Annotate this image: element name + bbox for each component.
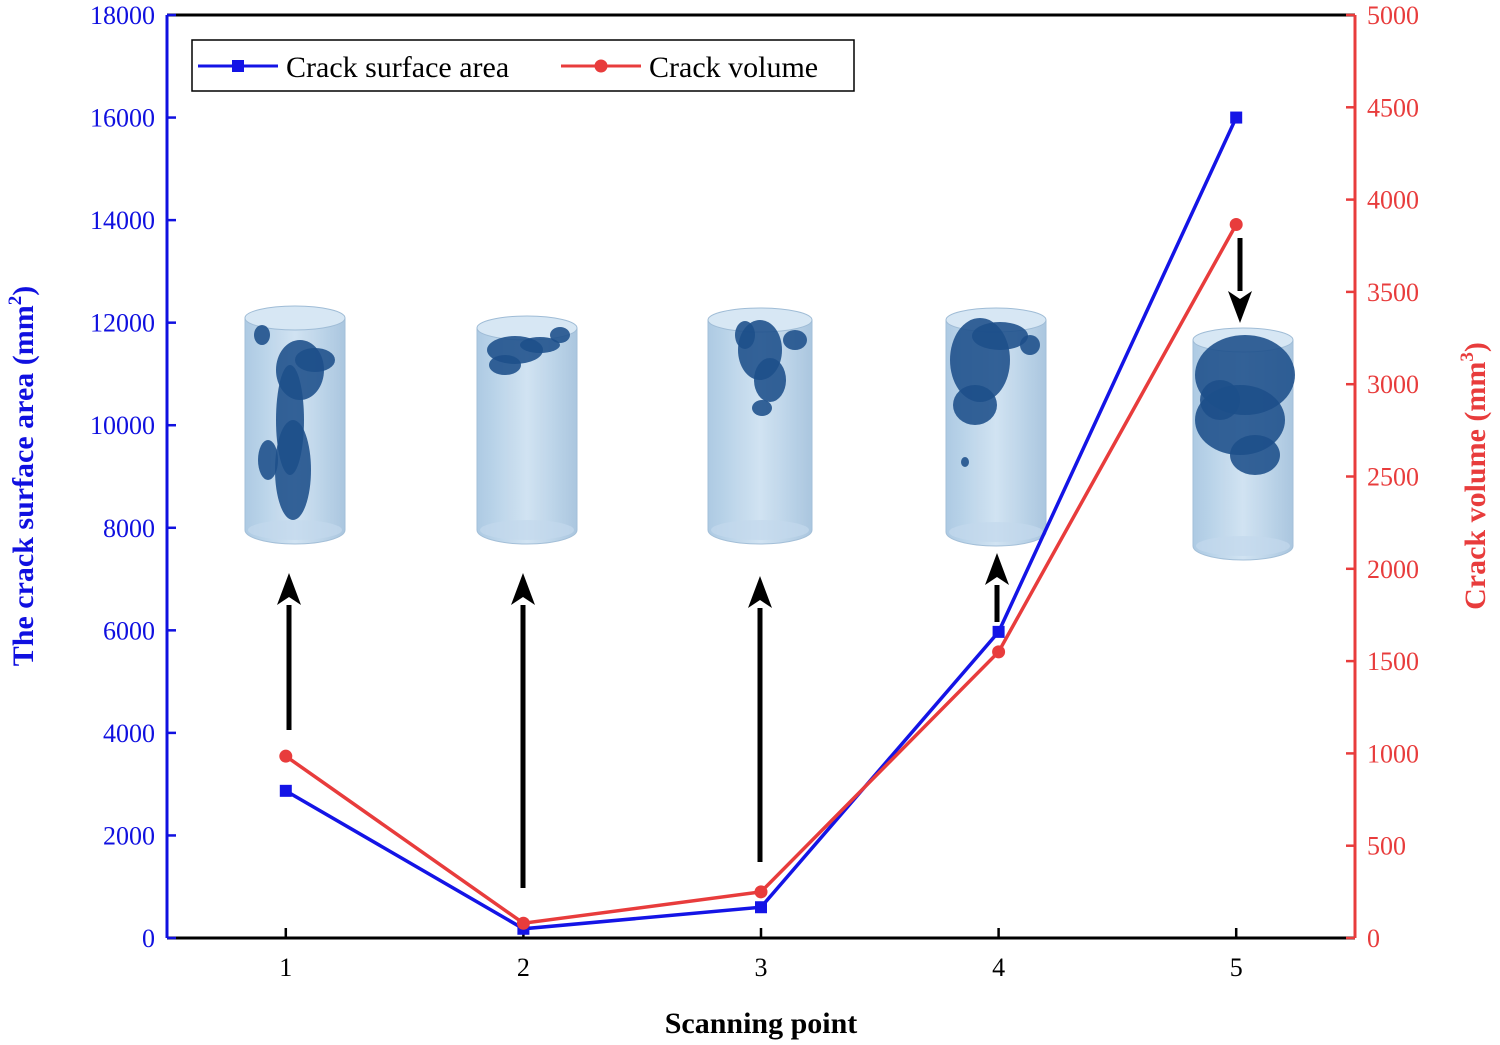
left-axis-title: The crack surface area (mm2) (5, 286, 40, 667)
left-tick-label: 0 (142, 924, 155, 953)
annotation-arrow (985, 553, 1009, 622)
specimen-insets (244, 305, 1295, 561)
crack-region (961, 457, 969, 467)
legend-box (191, 39, 855, 92)
right-tick-label: 4000 (1367, 186, 1419, 215)
left-tick-label: 4000 (103, 719, 155, 748)
right-tick-label: 1500 (1367, 647, 1419, 676)
crack-region (735, 321, 755, 349)
right-axis-title-sup: 3 (1457, 352, 1478, 362)
right-tick-label: 4500 (1367, 93, 1419, 122)
data-point-surface (1230, 111, 1243, 124)
left-axis-title-main: The crack surface area (mm (7, 305, 40, 666)
arrow-head (748, 576, 772, 608)
left-tick-label: 14000 (90, 206, 155, 235)
left-axis-title-sup: 2 (5, 296, 26, 306)
specimen-base (480, 520, 574, 540)
x-axis-title: Scanning point (665, 1007, 858, 1040)
right-tick-label: 2000 (1367, 555, 1419, 584)
crack-region (254, 325, 270, 345)
data-point-volume (754, 885, 768, 899)
legend: Crack surface area Crack volume (191, 39, 855, 92)
specimen-inset (1192, 327, 1295, 561)
crack-region (489, 355, 521, 375)
right-tick-label: 1000 (1367, 739, 1419, 768)
x-ticks: 1 2 3 4 5 (279, 928, 1243, 982)
specimen-top (244, 305, 346, 331)
left-tick-label: 2000 (103, 821, 155, 850)
crack-region (550, 327, 570, 343)
legend-label-surface: Crack surface area (286, 51, 509, 84)
left-tick-label: 6000 (103, 616, 155, 645)
left-y-ticks: 0 2000 4000 6000 8000 10000 12000 14000 16000 180… (90, 1, 176, 953)
specimen-body (476, 327, 578, 545)
x-tick-label: 1 (279, 953, 292, 982)
insight-arrows (277, 238, 1252, 888)
right-tick-label: 0 (1367, 924, 1380, 953)
specimen-inset (945, 307, 1047, 547)
annotation-arrow (1228, 238, 1252, 323)
crack-region (258, 440, 278, 480)
legend-marker-surface (232, 60, 244, 72)
annotation-arrow (277, 573, 301, 730)
annotation-arrow (748, 576, 772, 862)
specimen-body (707, 319, 813, 545)
crack-region (1020, 335, 1040, 355)
left-axis-title-close: ) (7, 286, 40, 296)
left-tick-label: 12000 (90, 309, 155, 338)
left-tick-label: 10000 (90, 411, 155, 440)
specimen-inset (476, 315, 578, 545)
annotation-arrow (511, 573, 535, 888)
data-point-volume (992, 645, 1006, 659)
specimen-base (248, 520, 342, 540)
crack-region (953, 385, 997, 425)
right-tick-label: 5000 (1367, 1, 1419, 30)
legend-marker-volume (594, 59, 608, 73)
data-point-surface (992, 625, 1005, 638)
data-point-volume (516, 916, 530, 930)
left-tick-label: 18000 (90, 1, 155, 30)
x-tick-label: 2 (517, 953, 530, 982)
crack-region (1200, 380, 1240, 420)
right-tick-label: 2500 (1367, 463, 1419, 492)
arrow-head (985, 553, 1009, 585)
crack-region (295, 348, 335, 372)
data-point-surface (279, 784, 292, 797)
data-point-volume (1229, 218, 1243, 232)
arrow-head (1228, 291, 1252, 323)
specimen-base (711, 520, 809, 540)
right-y-ticks: 0 500 1000 1500 2000 2500 3000 3500 4000 4500 5000 (1346, 1, 1419, 953)
right-tick-label: 3000 (1367, 370, 1419, 399)
left-tick-label: 8000 (103, 514, 155, 543)
left-tick-label: 16000 (90, 104, 155, 133)
right-tick-label: 3500 (1367, 278, 1419, 307)
crack-region (752, 400, 772, 416)
crack-region (972, 322, 1028, 350)
right-axis-title-main: Crack volume (mm (1459, 362, 1492, 610)
arrow-head (277, 573, 301, 605)
crack-region (275, 420, 311, 520)
specimen-inset (707, 307, 813, 545)
crack-region (520, 337, 560, 353)
arrow-head (511, 573, 535, 605)
crack-region (754, 358, 786, 402)
specimen-inset (244, 305, 346, 545)
crack-region (1230, 435, 1280, 475)
x-tick-label: 3 (755, 953, 768, 982)
data-point-surface (755, 901, 767, 914)
legend-label-volume: Crack volume (649, 51, 818, 84)
right-axis-title: Crack volume (mm3) (1457, 342, 1492, 610)
specimen-base (1196, 536, 1290, 556)
right-axis-title-close: ) (1459, 342, 1492, 352)
x-tick-label: 5 (1230, 953, 1243, 982)
specimen-base (949, 522, 1043, 542)
data-point-volume (279, 749, 293, 763)
x-tick-label: 4 (992, 953, 1005, 982)
right-tick-label: 500 (1367, 832, 1406, 861)
crack-region (783, 330, 807, 350)
series-lines (279, 111, 1243, 935)
